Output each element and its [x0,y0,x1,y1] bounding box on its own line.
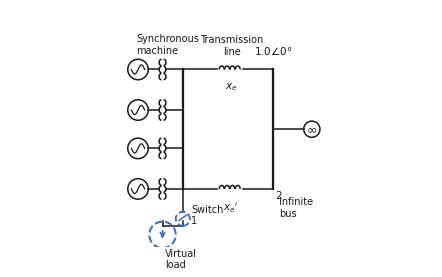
Text: Infinite
bus: Infinite bus [279,198,313,219]
Text: Virtual
load: Virtual load [165,249,197,270]
Text: $1.0\angle0°$: $1.0\angle0°$ [254,45,293,57]
Text: $\infty$: $\infty$ [306,123,317,136]
Text: 2: 2 [275,191,282,201]
Text: $x_e$: $x_e$ [225,81,237,93]
Text: $x_e{'}$: $x_e{'}$ [223,201,238,215]
Text: Transmission
line: Transmission line [200,35,263,57]
Text: Switch
1: Switch 1 [191,205,224,226]
Text: Synchronous
machine: Synchronous machine [136,34,199,56]
